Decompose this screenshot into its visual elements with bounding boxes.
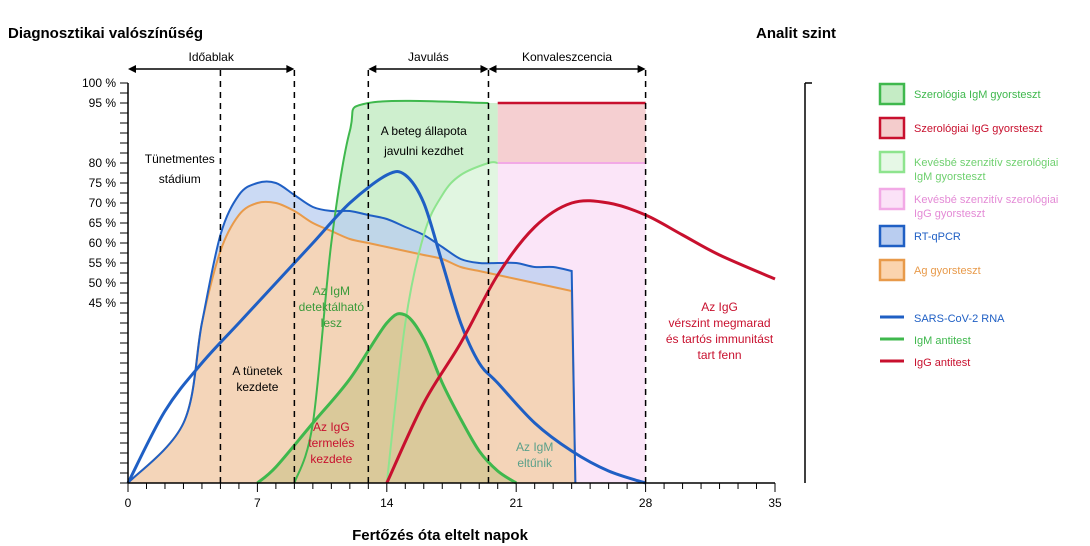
y-tick-label: 70 % <box>89 196 117 210</box>
x-tick-label: 28 <box>639 496 653 510</box>
legend-swatch <box>878 116 906 140</box>
phase-label: Időablak <box>188 50 234 64</box>
legend-label: Kevésbé szenzitív szerológiai <box>914 157 1058 169</box>
phase-label: Javulás <box>408 50 449 64</box>
rtqpcr-line <box>127 180 577 484</box>
legend-swatch <box>878 258 906 282</box>
annotation-text: Az IgM <box>313 284 350 298</box>
y-tick-label: 50 % <box>89 276 117 290</box>
phase-arrow-head-right <box>286 65 295 73</box>
x-tick-label: 35 <box>768 496 782 510</box>
y-tick-label: 100 % <box>82 76 116 90</box>
phase-arrow-head-right <box>480 65 489 73</box>
annotation-text: lesz <box>321 316 342 330</box>
phase-arrow-head-left <box>488 65 497 73</box>
annotation-text: Tünetmentes <box>145 152 215 166</box>
y-tick-label: 75 % <box>89 176 117 190</box>
x-tick-label: 21 <box>510 496 524 510</box>
annotation-text: eltűnik <box>517 456 553 470</box>
x-axis-label: Fertőzés óta eltelt napok <box>352 527 529 544</box>
y-tick-label: 55 % <box>89 256 117 270</box>
annotation-text: javulni kezdhet <box>383 144 464 158</box>
legend-swatch <box>878 150 906 174</box>
igg-rapid-region <box>497 103 646 163</box>
ag-line <box>127 200 577 484</box>
igg-antibody-curve <box>385 199 776 484</box>
plot-area: Időablak Javulás Konvaleszcencia 100 % 95 % 8… <box>82 50 812 510</box>
annotation-text: és tartós immunitást <box>666 332 774 346</box>
y-axis-label: Diagnosztikai valószínűség <box>8 25 203 42</box>
annotation-text: A tünetek <box>232 364 283 378</box>
legend-label: IgM gyorsteszt <box>914 171 986 183</box>
x-tick-label: 0 <box>125 496 132 510</box>
y-tick-label: 65 % <box>89 216 117 230</box>
legend-label: IgM antitest <box>914 335 971 347</box>
legend-label: Ag gyorsteszt <box>914 265 981 277</box>
annotation-text: Az IgG <box>313 420 350 434</box>
y-tick-label: 45 % <box>89 296 117 310</box>
phase-arrow-head-left <box>128 65 136 73</box>
legend-label: SARS-CoV-2 RNA <box>914 313 1005 325</box>
annotation-text: tart fenn <box>698 348 742 362</box>
legend-label: RT-qPCR <box>914 231 961 243</box>
sars-cov-2-rna-curve <box>126 169 647 485</box>
annotation-text: Az IgG <box>701 300 738 314</box>
y-tick-label: 80 % <box>89 156 117 170</box>
phase-label: Konvaleszcencia <box>522 50 612 64</box>
legend-label: Szerológia IgM gyorsteszt <box>914 89 1041 101</box>
legend-label: IgG gyorsteszt <box>914 208 985 220</box>
phase-arrow-head-left <box>368 65 377 73</box>
x-tick-label: 14 <box>380 496 394 510</box>
annotation-text: vérszint megmarad <box>669 316 771 330</box>
igm-antibody-curve <box>256 312 518 485</box>
y-tick-label: 95 % <box>89 96 117 110</box>
annotation-text: kezdete <box>310 452 352 466</box>
legend-label: IgG antitest <box>914 357 970 369</box>
y-tick-label: 60 % <box>89 236 117 250</box>
legend-swatch <box>878 82 906 106</box>
legend: Szerológia IgM gyorsteszt Szerológiai IgG… <box>878 82 1058 369</box>
y2-axis-label: Analit szint <box>756 25 836 42</box>
phase-arrow-head-right <box>637 65 646 73</box>
legend-swatch <box>878 187 906 211</box>
ag-area <box>128 201 576 483</box>
legend-label: Kevésbé szenzitív szerológiai <box>914 194 1058 206</box>
annotation-text: kezdete <box>236 380 278 394</box>
annotation-text: A beteg állapota <box>381 124 467 138</box>
igm-antibody-area <box>257 313 517 483</box>
annotation-text: Az IgM <box>516 440 553 454</box>
annotation-text: detektálható <box>299 300 365 314</box>
x-tick-label: 7 <box>254 496 261 510</box>
legend-swatch <box>878 224 906 248</box>
annotation-text: termelés <box>308 436 354 450</box>
annotation-text: stádium <box>159 172 201 186</box>
legend-label: Szerológiai IgG gyorsteszt <box>914 123 1042 135</box>
